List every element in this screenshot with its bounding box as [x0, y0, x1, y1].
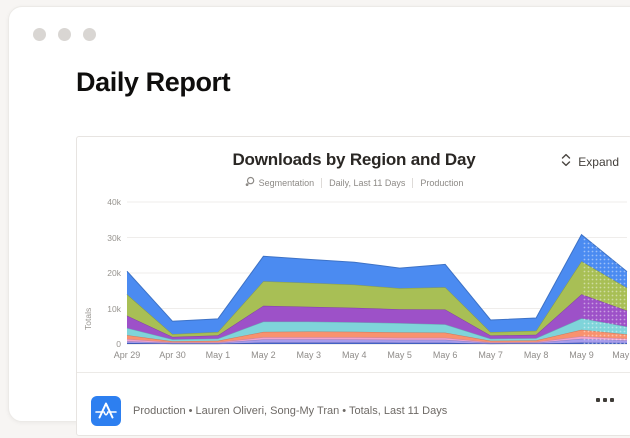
ellipsis-icon — [610, 398, 614, 402]
x-tick-label: May 1 — [205, 350, 231, 360]
footer-summary: Production • Lauren Oliveri, Song-My Tra… — [133, 404, 448, 417]
area-series-green — [127, 261, 627, 337]
area-series-lavender — [127, 338, 627, 344]
window-dot-icon[interactable] — [83, 28, 96, 41]
window-controls — [33, 28, 96, 41]
chart-meta: Segmentation Daily, Last 11 Days Product… — [77, 176, 630, 189]
x-tick-label: May 2 — [251, 350, 276, 360]
x-tick-label: May 6 — [432, 350, 458, 360]
stacked-area-chart[interactable] — [126, 201, 629, 346]
ellipsis-icon — [596, 398, 600, 402]
expand-label: Expand — [578, 154, 619, 169]
area-topline-purple — [126, 293, 628, 338]
x-tick-label: May 7 — [478, 350, 503, 360]
x-tick-label: Apr 30 — [159, 350, 186, 360]
area-topline-blue — [126, 233, 628, 322]
x-tick-label: May 9 — [569, 350, 594, 360]
x-tick-label: May 10 — [612, 350, 630, 360]
x-tick-label: May 3 — [296, 350, 322, 360]
card-footer: Production • Lauren Oliveri, Song-My Tra… — [77, 372, 630, 438]
chart-plot-area: Totals 40k 30k 20k 10k 0 Apr 29 Apr 30 May 1 Ma… — [77, 197, 630, 372]
meta-range-label: Daily, Last 11 Days — [329, 177, 406, 188]
x-tick-label: May 4 — [342, 350, 367, 360]
area-series-blue — [127, 234, 627, 335]
chart-card: Downloads by Region and Day Segmentation… — [76, 136, 630, 436]
window-dot-icon[interactable] — [58, 28, 71, 41]
meta-env-label: Production — [420, 177, 464, 188]
window-dot-icon[interactable] — [33, 28, 46, 41]
chart-title: Downloads by Region and Day — [232, 150, 476, 169]
meta-divider — [412, 177, 414, 188]
area-series-pink — [127, 336, 627, 343]
incomplete-data-overlay — [581, 234, 627, 344]
y-tick-label: 40k — [107, 197, 121, 207]
y-tick-label: 20k — [107, 268, 121, 278]
meta-segmentation-label: Segmentation — [258, 177, 315, 188]
chevron-up-down-icon — [560, 153, 572, 170]
meta-segmentation: Segmentation — [245, 176, 315, 189]
y-tick-label: 0 — [116, 339, 121, 349]
x-tick-label: Apr 29 — [113, 350, 141, 360]
area-series-purple — [127, 294, 627, 340]
ellipsis-icon — [603, 398, 607, 402]
app-window: Daily Report Downloads by Region and Day… — [8, 6, 630, 436]
y-tick-label: 30k — [107, 232, 121, 243]
y-tick-label: 10k — [107, 303, 121, 314]
area-series-teal — [127, 318, 627, 342]
area-topline-green — [126, 260, 628, 335]
x-tick-label: May 5 — [387, 350, 412, 360]
more-options-button[interactable] — [593, 395, 617, 405]
amplitude-logo-icon — [91, 395, 121, 426]
page-title: Daily Report — [76, 67, 231, 97]
expand-button[interactable]: Expand — [560, 153, 619, 170]
segmentation-icon — [245, 176, 255, 189]
x-tick-label: May 8 — [523, 350, 549, 360]
meta-divider — [321, 177, 323, 188]
area-series-orange — [127, 329, 627, 343]
